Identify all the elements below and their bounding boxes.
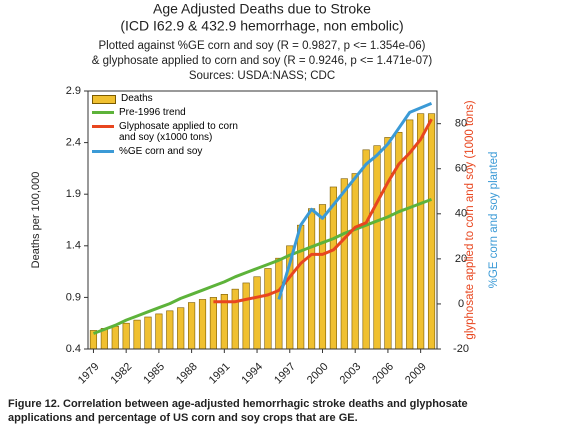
bar (351, 173, 359, 350)
x-tick-label: 2009 (403, 361, 429, 387)
y2-tick-label: 20 (455, 253, 467, 265)
x-tick-label: 1988 (174, 361, 200, 387)
y2-tick-label: -20 (453, 343, 469, 355)
subtitle: Sources: USDA:NASS; CDC (189, 70, 335, 82)
x-tick-label: 2003 (338, 361, 364, 387)
bar (198, 299, 207, 350)
y-tick-label: 2.4 (66, 137, 81, 149)
bar (417, 113, 425, 350)
y-tick-label: 1.9 (66, 188, 81, 200)
bar (166, 310, 174, 350)
x-tick-label: 1985 (141, 361, 167, 387)
bar (384, 137, 392, 350)
bar (275, 257, 283, 350)
bar (362, 149, 370, 350)
caption: applications and percentage of US corn a… (8, 412, 358, 424)
subtitle: & glyphosate applied to corn and soy (R … (92, 55, 433, 67)
bar (122, 322, 130, 350)
legend-label: Pre-1996 trend (119, 107, 186, 118)
bar (297, 224, 305, 350)
bar (242, 282, 250, 350)
bar (318, 204, 327, 350)
bar (231, 288, 239, 350)
legend-swatch (92, 95, 116, 104)
chart-title: Age Adjusted Deaths due to Stroke (153, 1, 371, 17)
legend-item: Deaths (92, 93, 242, 104)
bar (253, 276, 261, 350)
y2-axis-label: %GE corn and soy planted (488, 152, 500, 289)
legend-swatch (92, 125, 114, 128)
x-tick-label: 1997 (272, 361, 298, 387)
bar (427, 113, 436, 350)
legend-label: %GE corn and soy (119, 146, 203, 157)
bar (264, 268, 272, 350)
bar (144, 316, 152, 350)
plot-frame (87, 90, 438, 350)
y2-tick-label: 0 (458, 298, 464, 310)
bar (373, 145, 381, 350)
legend-swatch (92, 111, 114, 114)
x-tick-label: 2000 (305, 361, 331, 387)
y2-tick-label: 60 (455, 163, 467, 175)
x-tick-label: 1991 (207, 361, 233, 387)
line (277, 102, 433, 300)
bar (340, 178, 348, 350)
x-tick-label: 1979 (76, 361, 102, 387)
bar (308, 208, 316, 350)
line (213, 118, 433, 304)
y-tick-label: 0.9 (66, 291, 81, 303)
chart-title: (ICD I62.9 & 432.9 hemorrhage, non embol… (120, 18, 403, 34)
x-tick-label: 1982 (109, 361, 135, 387)
bar (177, 307, 185, 350)
y-tick-label: 1.4 (66, 240, 81, 252)
legend-item: Pre-1996 trend (92, 107, 242, 118)
y-tick-label: 0.4 (66, 343, 81, 355)
bar (209, 297, 217, 350)
legend-item: Glyphosate applied to corn and soy (x100… (92, 121, 242, 143)
legend-label: Glyphosate applied to corn and soy (x100… (119, 121, 238, 143)
bar (155, 313, 163, 350)
legend-item: %GE corn and soy (92, 146, 242, 157)
bar (111, 325, 119, 350)
line (92, 197, 433, 335)
x-tick-label: 2006 (370, 361, 396, 387)
y-axis-label: Deaths per 100,000 (30, 172, 42, 269)
x-tick-label: 1994 (239, 361, 265, 387)
legend: Deaths Pre-1996 trend Glyphosate applied t… (92, 93, 242, 160)
y2-axis-label: glyphosate applied to corn and soy (1000… (464, 100, 476, 339)
legend-swatch (92, 150, 114, 153)
caption: Figure 12. Correlation between age-adjus… (8, 398, 468, 410)
subtitle: Plotted against %GE corn and soy (R = 0.… (99, 40, 426, 52)
y2-tick-label: 40 (455, 208, 467, 220)
bar (188, 302, 196, 350)
bar (329, 186, 337, 350)
y-tick-label: 2.9 (66, 85, 81, 97)
legend-label: Deaths (121, 93, 153, 104)
y2-tick-label: 80 (455, 118, 467, 130)
bar (133, 319, 141, 350)
